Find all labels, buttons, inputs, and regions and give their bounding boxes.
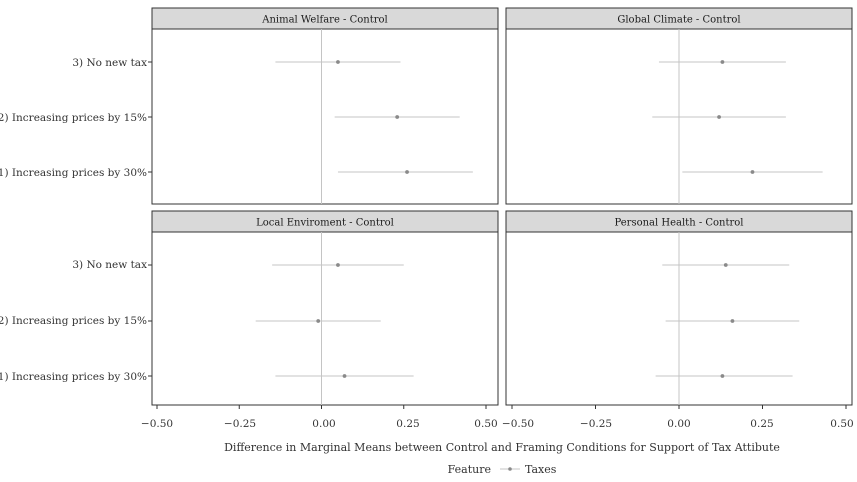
y-tick-label: 3) No new tax: [72, 259, 147, 271]
facet-title: Local Enviroment - Control: [256, 218, 394, 229]
y-tick-label: 1) Increasing prices by 30%: [0, 371, 147, 383]
x-tick-label: 0.25: [396, 418, 419, 430]
x-tick-label: 0.50: [830, 418, 853, 430]
facet-strip: Local Enviroment - Control: [151, 210, 499, 233]
x-tick-label: 0.50: [474, 418, 497, 430]
x-tick-label: 0.25: [750, 418, 773, 430]
x-tick-label: −0.25: [580, 418, 612, 430]
panel-frame: [151, 231, 499, 406]
estimate-point: [336, 60, 340, 64]
facet-title: Personal Health - Control: [614, 218, 743, 229]
estimate-point: [395, 115, 400, 119]
y-tick-label: 2) Increasing prices by 15%: [0, 112, 147, 124]
legend: Feature Taxes: [448, 463, 557, 476]
estimate-point: [730, 319, 735, 323]
x-axis-labels: −0.50 −0.25 0.00 0.25 0.50 −0.50 −0.25 0…: [141, 418, 854, 430]
y-tick-label: 1) Increasing prices by 30%: [0, 167, 147, 179]
x-tick-label: −0.25: [224, 418, 256, 430]
y-axis-labels: 3) No new tax 2) Increasing prices by 15…: [0, 57, 147, 383]
x-axis-title: Difference in Marginal Means between Con…: [224, 441, 780, 454]
x-tick-label: 0.00: [667, 418, 690, 430]
facet-strip: Personal Health - Control: [505, 210, 853, 233]
legend-title: Feature: [448, 463, 491, 476]
x-tick-label: −0.50: [502, 418, 534, 430]
y-tick-label: 2) Increasing prices by 15%: [0, 315, 147, 327]
x-tick-label: −0.50: [141, 418, 173, 430]
estimate-point: [720, 374, 725, 378]
estimate-point: [336, 263, 340, 267]
estimate-point: [723, 263, 728, 267]
legend-key-point: [508, 467, 512, 471]
facet-title: Global Climate - Control: [617, 15, 740, 26]
facet-strip: Global Climate - Control: [505, 7, 853, 30]
estimate-point: [720, 60, 725, 64]
facet-strip: Animal Welfare - Control: [151, 7, 499, 30]
legend-entry: Taxes: [525, 463, 557, 476]
marks-layer: [148, 29, 847, 409]
estimate-point: [316, 319, 321, 323]
y-tick-label: 3) No new tax: [72, 57, 147, 69]
estimate-point: [405, 170, 409, 174]
x-tick-label: 0.00: [312, 418, 335, 430]
estimate-point: [342, 374, 347, 378]
facet-title: Animal Welfare - Control: [261, 15, 388, 26]
estimate-point: [717, 115, 721, 119]
estimate-point: [750, 170, 755, 174]
